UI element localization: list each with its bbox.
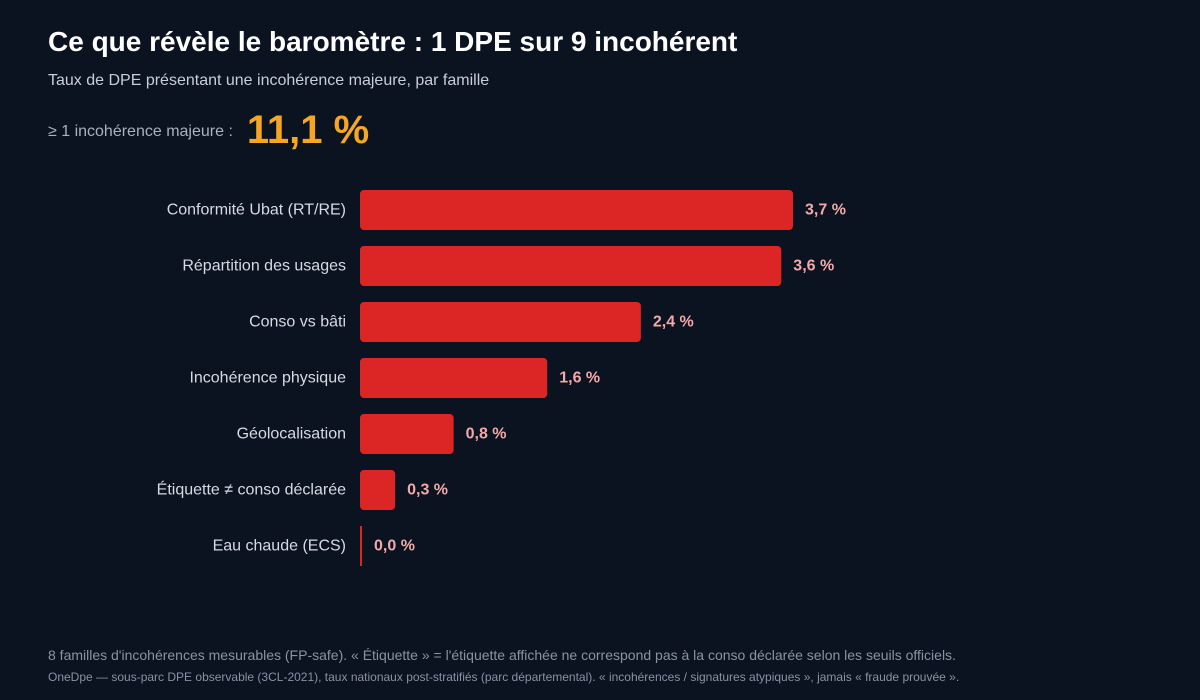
category-label: Conso vs bâti [249,314,346,331]
bar [360,246,782,286]
bar [360,414,454,454]
bar-chart: Conformité Ubat (RT/RE) 3,7 % Répartition … [157,190,846,566]
footnote: 8 familles d'incohérences mesurables (FP… [48,647,956,663]
bar [360,358,548,398]
value-label: 3,7 % [805,202,846,219]
category-label: Géolocalisation [237,426,346,443]
kpi-label: ≥ 1 incohérence majeure : [48,123,233,140]
category-label: Incohérence physique [189,370,346,387]
kpi-value: 11,1 % [246,107,370,152]
kpi-summary: ≥ 1 incohérence majeure : 11,1 % [48,104,369,156]
value-label: 0,3 % [407,482,448,499]
value-label: 1,6 % [559,370,600,387]
bar [360,526,362,566]
value-label: 0,8 % [466,426,507,443]
category-label: Eau chaude (ECS) [213,538,346,555]
bar [360,302,641,342]
value-label: 3,6 % [793,258,834,275]
bar [360,470,396,510]
value-label: 0,0 % [374,538,415,555]
category-label: Étiquette ≠ conso déclarée [157,480,346,499]
source-note: OneDpe — sous-parc DPE observable (3CL-2… [48,670,960,684]
category-label: Répartition des usages [182,258,346,275]
chart-title: Ce que révèle le baromètre : 1 DPE sur 9… [48,26,738,57]
bar [360,190,793,230]
category-label: Conformité Ubat (RT/RE) [167,202,346,219]
chart-subtitle: Taux de DPE présentant une incohérence m… [48,72,490,89]
value-label: 2,4 % [653,314,694,331]
